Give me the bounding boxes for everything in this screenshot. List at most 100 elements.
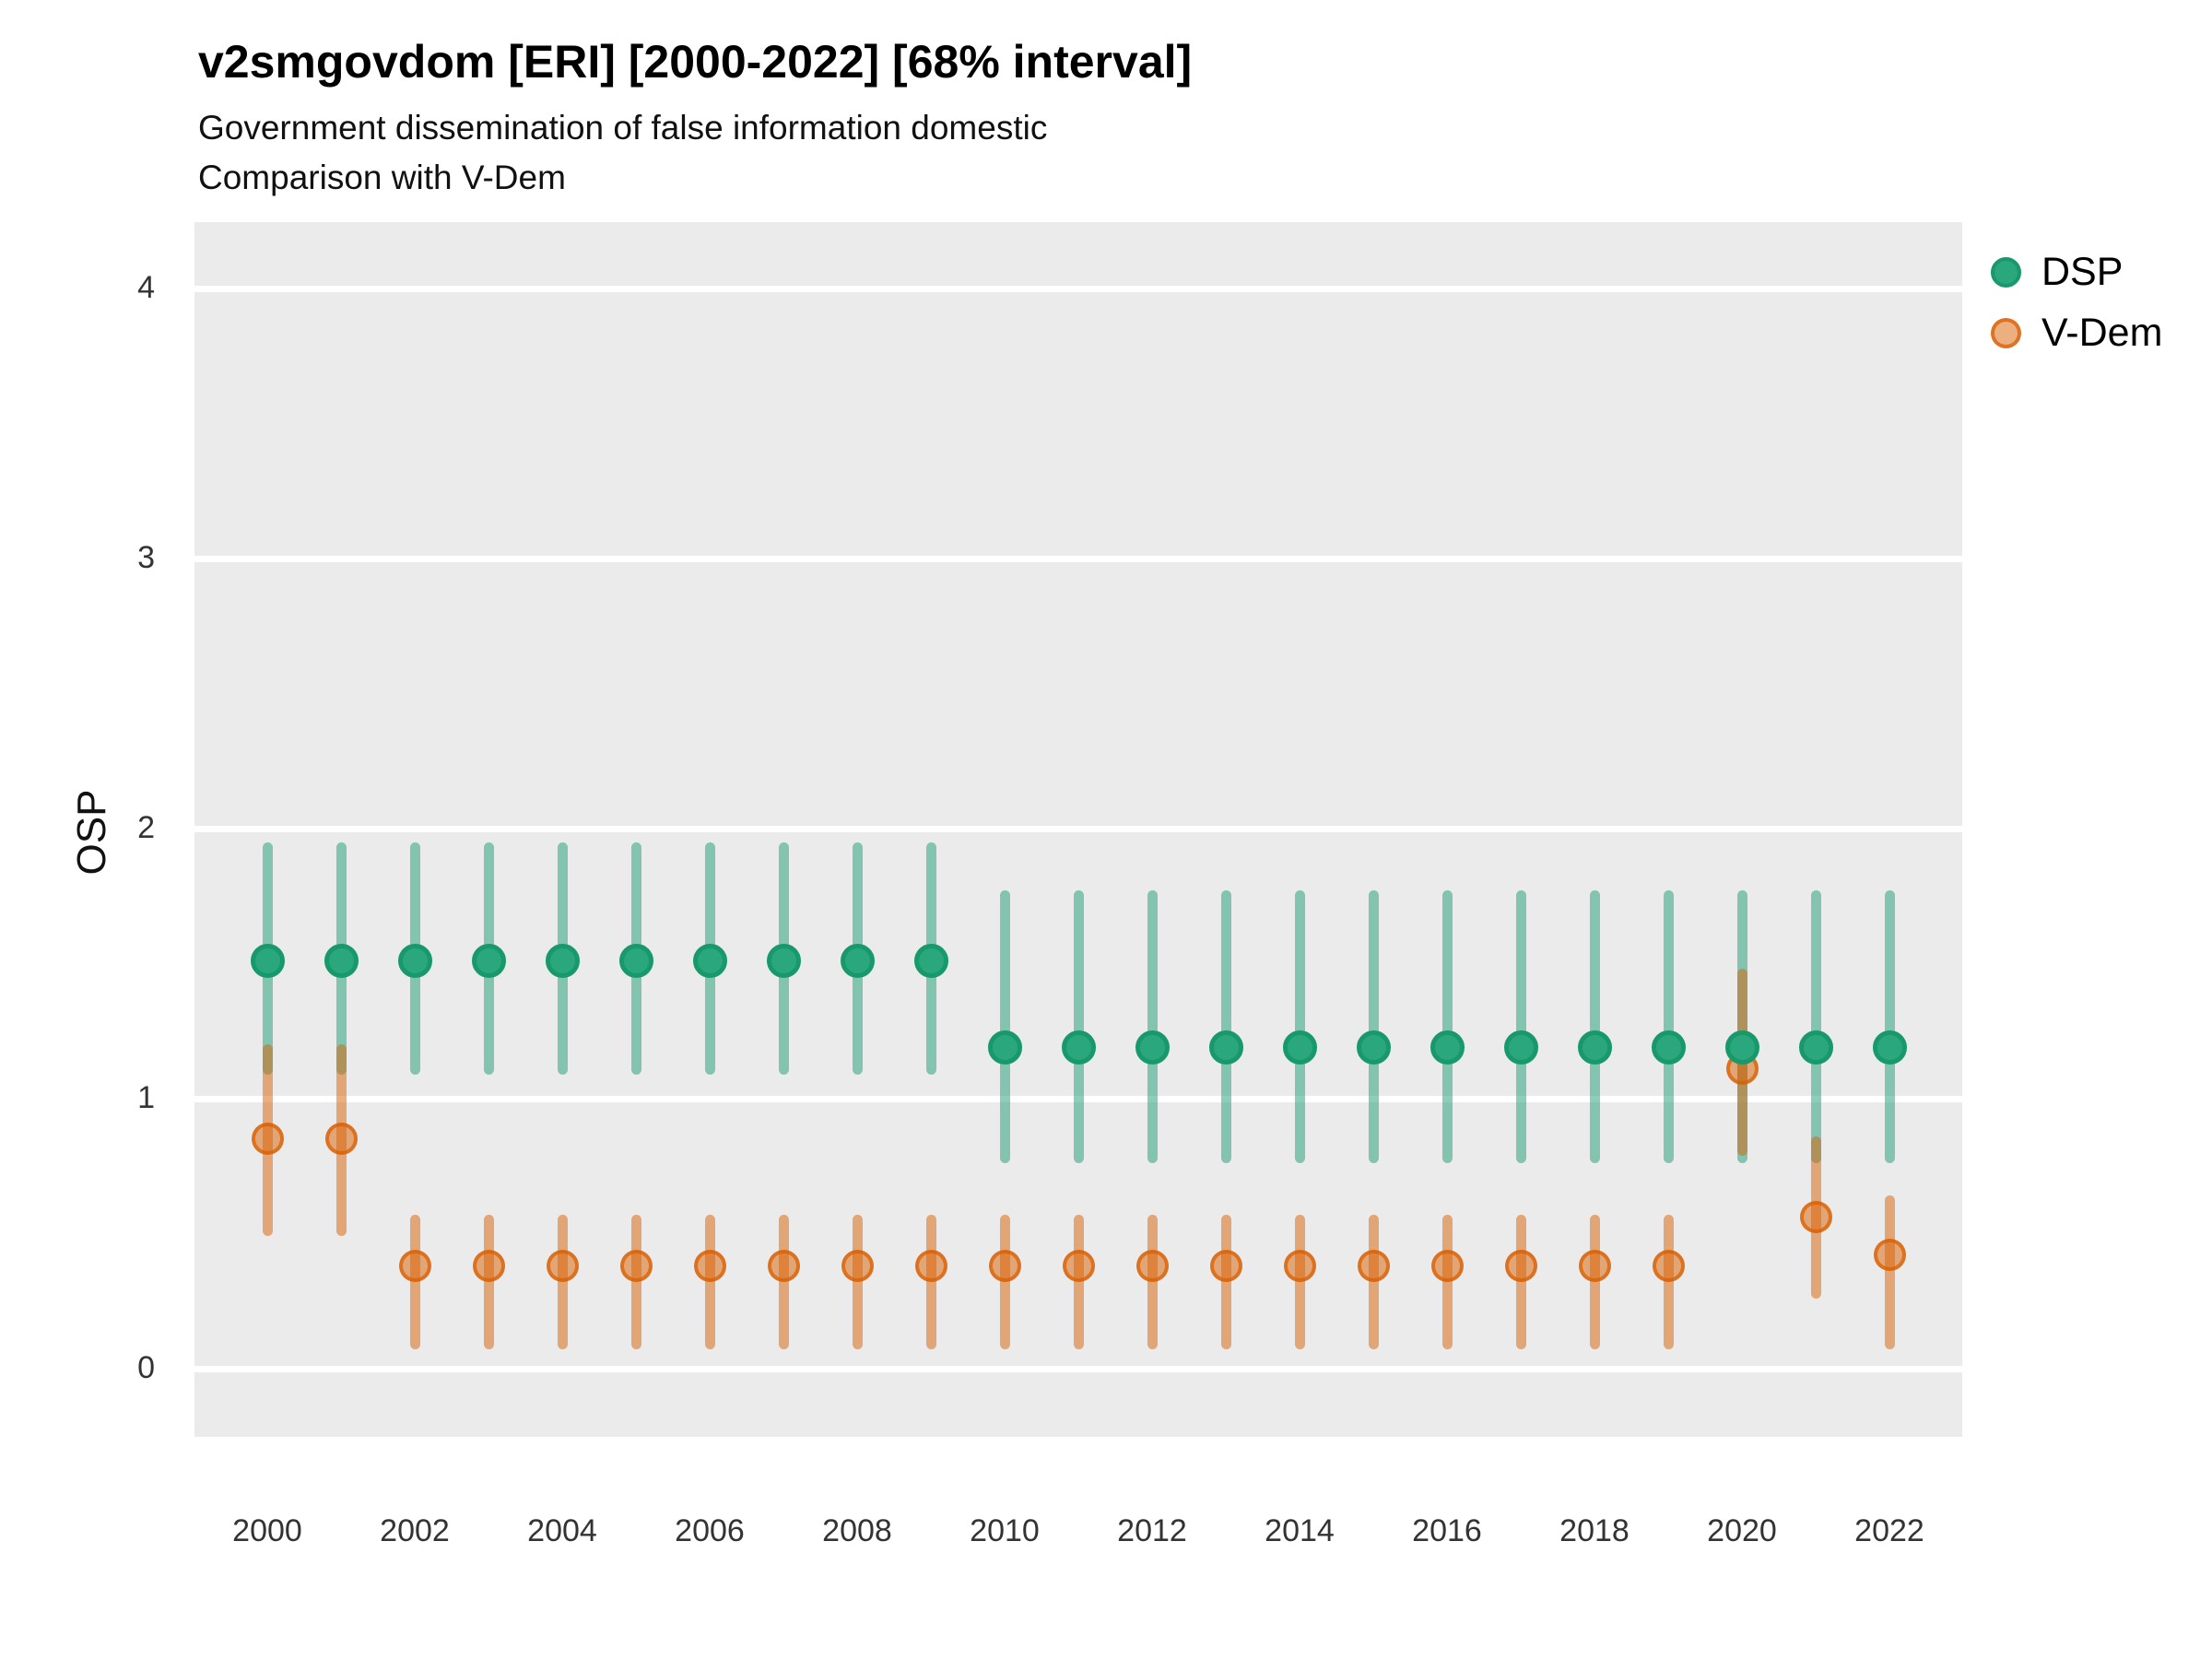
- dsp-interval: [999, 890, 1010, 1164]
- y-tick-label: 4: [137, 270, 155, 305]
- x-tick-label: 2008: [822, 1513, 892, 1548]
- vdem-interval: [1147, 1214, 1158, 1350]
- vdem-interval: [852, 1214, 863, 1350]
- vdem-point: [1430, 1250, 1464, 1283]
- dsp-point: [545, 944, 580, 979]
- dsp-point: [1430, 1030, 1465, 1065]
- vdem-point: [1209, 1250, 1242, 1283]
- dsp-interval: [1441, 890, 1453, 1164]
- legend-item-vdem: V-Dem: [1991, 302, 2162, 363]
- dsp-interval: [1368, 890, 1379, 1164]
- dsp-point: [1061, 1030, 1096, 1065]
- vdem-point: [1504, 1250, 1537, 1283]
- dsp-interval: [1220, 890, 1231, 1164]
- plot-panel: [194, 222, 1962, 1437]
- vdem-point: [1578, 1250, 1611, 1283]
- legend-item-dsp: DSP: [1991, 241, 2162, 302]
- vdem-point: [546, 1250, 579, 1283]
- vdem-interval: [1294, 1214, 1305, 1350]
- x-tick-label: 2014: [1265, 1513, 1335, 1548]
- dsp-legend-label: DSP: [2041, 249, 2124, 294]
- vdem-legend-label: V-Dem: [2041, 310, 2163, 355]
- vdem-point: [324, 1123, 358, 1156]
- vdem-interval: [1663, 1214, 1674, 1350]
- chart-subtitle-variable: Government dissemination of false inform…: [198, 109, 1048, 147]
- x-tick-label: 2012: [1117, 1513, 1187, 1548]
- vdem-interval: [483, 1214, 494, 1350]
- x-tick-label: 2022: [1854, 1513, 1924, 1548]
- dsp-legend-marker-icon: [1991, 256, 2021, 288]
- vdem-interval: [630, 1214, 641, 1350]
- vdem-point: [251, 1123, 284, 1156]
- y-tick-label: 0: [137, 1350, 155, 1385]
- dsp-point: [1798, 1030, 1833, 1065]
- dsp-point: [692, 944, 727, 979]
- vdem-interval: [1884, 1195, 1895, 1350]
- gridline: [194, 825, 1962, 832]
- vdem-point: [1652, 1250, 1685, 1283]
- vdem-interval: [704, 1214, 715, 1350]
- dsp-interval: [1884, 890, 1895, 1164]
- dsp-point: [1503, 1030, 1538, 1065]
- dsp-interval: [1663, 890, 1674, 1164]
- vdem-point: [619, 1250, 653, 1283]
- vdem-point: [841, 1250, 874, 1283]
- vdem-legend-marker-icon: [1991, 317, 2021, 348]
- dsp-point: [987, 1030, 1022, 1065]
- vdem-interval: [925, 1214, 936, 1350]
- dsp-point: [1282, 1030, 1317, 1065]
- vdem-interval: [1368, 1214, 1379, 1350]
- dsp-point: [1135, 1030, 1170, 1065]
- x-tick-label: 2004: [527, 1513, 597, 1548]
- dsp-point: [324, 944, 359, 979]
- vdem-interval: [1073, 1214, 1084, 1350]
- vdem-interval: [1589, 1214, 1600, 1350]
- dsp-interval: [1073, 890, 1084, 1164]
- dsp-interval: [1515, 890, 1526, 1164]
- dsp-point: [840, 944, 875, 979]
- dsp-point: [1356, 1030, 1391, 1065]
- vdem-interval: [1515, 1214, 1526, 1350]
- x-tick-label: 2000: [232, 1513, 302, 1548]
- x-tick-label: 2016: [1412, 1513, 1482, 1548]
- vdem-point: [472, 1250, 505, 1283]
- y-tick-label: 1: [137, 1080, 155, 1115]
- x-tick-label: 2010: [970, 1513, 1040, 1548]
- dsp-point: [913, 944, 948, 979]
- vdem-interval: [999, 1214, 1010, 1350]
- vdem-interval: [557, 1214, 568, 1350]
- vdem-interval: [1220, 1214, 1231, 1350]
- vdem-point: [1873, 1239, 1906, 1272]
- vdem-point: [1799, 1201, 1832, 1234]
- vdem-point: [914, 1250, 947, 1283]
- vdem-point: [767, 1250, 800, 1283]
- y-tick-label: 2: [137, 810, 155, 845]
- chart-title: v2smgovdom [ERI] [2000-2022] [68% interv…: [198, 36, 1193, 88]
- x-tick-label: 2006: [675, 1513, 745, 1548]
- dsp-point: [1208, 1030, 1243, 1065]
- vdem-point: [1357, 1250, 1390, 1283]
- vdem-point: [1062, 1250, 1095, 1283]
- vdem-point: [988, 1250, 1021, 1283]
- dsp-interval: [1589, 890, 1600, 1164]
- vdem-point: [1135, 1250, 1169, 1283]
- dsp-point: [250, 944, 285, 979]
- x-tick-label: 2020: [1707, 1513, 1777, 1548]
- vdem-point: [693, 1250, 726, 1283]
- dsp-point: [1724, 1030, 1759, 1065]
- y-tick-label: 3: [137, 540, 155, 575]
- vdem-point: [398, 1250, 431, 1283]
- dsp-interval: [1810, 890, 1821, 1164]
- chart-subtitle-comparison: Comparison with V-Dem: [198, 159, 566, 196]
- gridline: [194, 285, 1962, 292]
- dsp-interval: [1294, 890, 1305, 1164]
- vdem-interval: [1441, 1214, 1453, 1350]
- gridline: [194, 1365, 1962, 1372]
- x-tick-label: 2002: [380, 1513, 450, 1548]
- vdem-point: [1283, 1250, 1316, 1283]
- vdem-interval: [409, 1214, 420, 1350]
- dsp-point: [618, 944, 653, 979]
- dsp-point: [1651, 1030, 1686, 1065]
- dsp-point: [1872, 1030, 1907, 1065]
